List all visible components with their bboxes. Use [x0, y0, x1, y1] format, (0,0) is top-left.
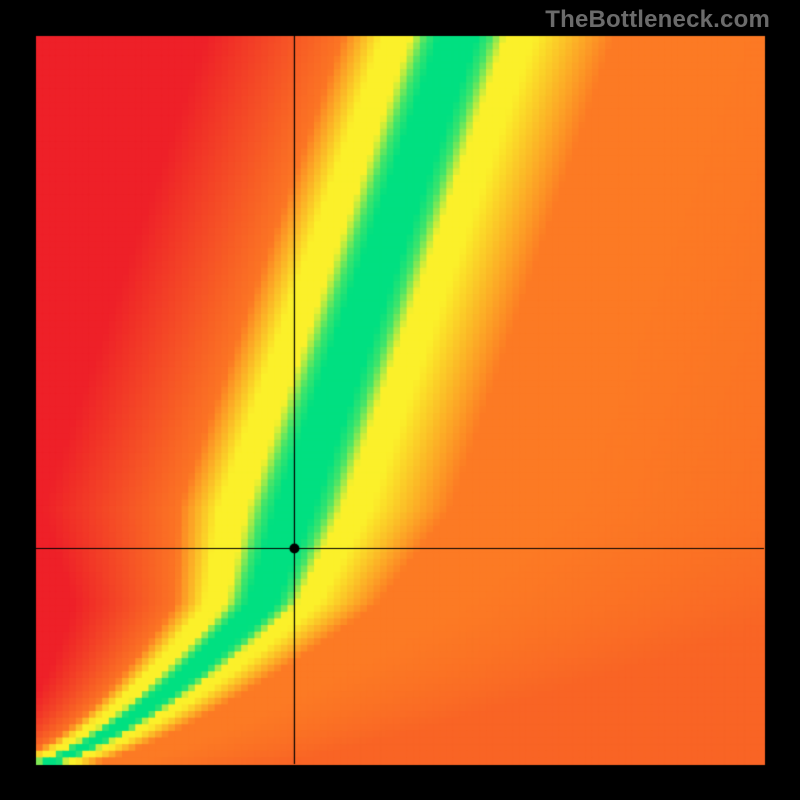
watermark-label: TheBottleneck.com: [545, 6, 770, 34]
chart-container: TheBottleneck.com: [0, 0, 800, 800]
heatmap-canvas: [0, 0, 800, 800]
